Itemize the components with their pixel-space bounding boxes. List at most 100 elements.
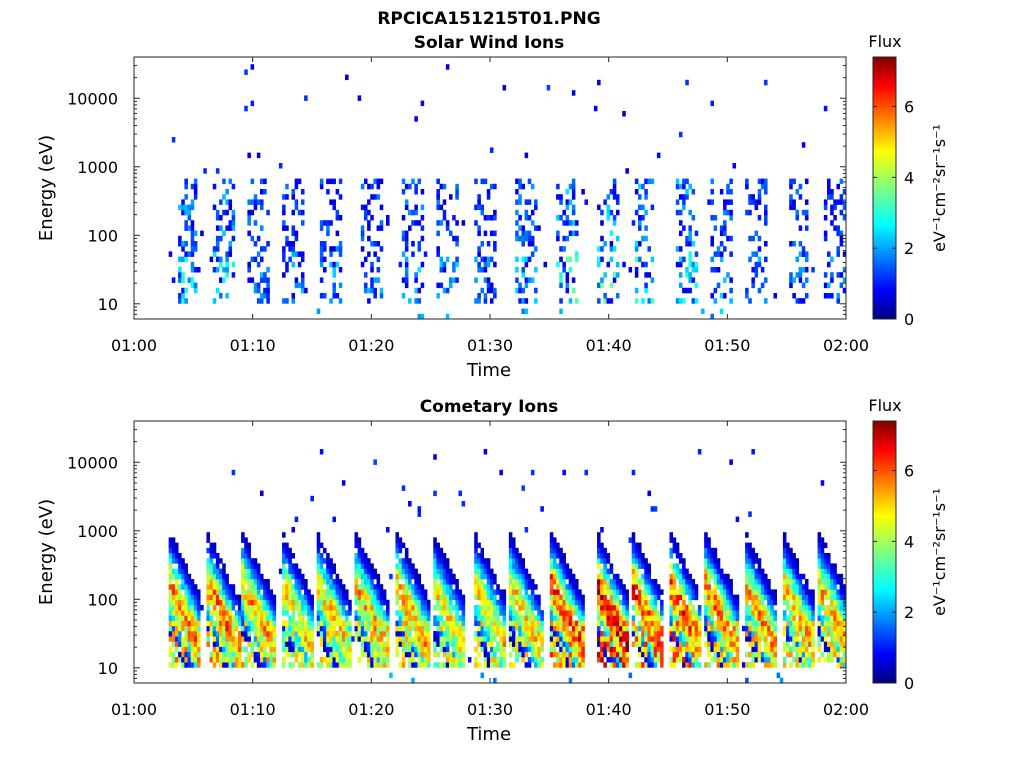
spectrogram-cell: [678, 657, 683, 663]
spectrogram-cell: [219, 657, 223, 663]
spectrogram-cell: [773, 625, 777, 632]
spectrogram-cell: [174, 615, 179, 621]
spectrogram-cell: [206, 568, 210, 575]
spectrogram-cell: [247, 651, 251, 658]
spectrogram-cell: [253, 610, 258, 616]
spectrogram-cell: [597, 246, 601, 252]
spectrogram-cell: [638, 625, 642, 632]
spectrogram-cell: [247, 267, 251, 273]
spectrogram-cell: [707, 636, 711, 642]
spectrogram-cell: [792, 599, 796, 606]
spectrogram-cell: [266, 287, 270, 294]
spectrogram-cell: [719, 610, 724, 616]
spectrogram-cell: [174, 599, 179, 606]
spectrogram-cell: [723, 220, 727, 226]
spectrogram-cell: [694, 615, 699, 621]
spectrogram-cell: [237, 636, 242, 642]
spectrogram-cell: [168, 584, 173, 590]
spectrogram-cell: [483, 605, 488, 611]
spectrogram-cell: [751, 605, 755, 611]
spectrogram-cell: [549, 620, 554, 627]
spectrogram-cell: [716, 615, 721, 621]
spectrogram-cell: [474, 547, 478, 554]
spectrogram-cell: [178, 605, 182, 611]
spectrogram-cell: [215, 568, 220, 575]
spectrogram-cell: [234, 641, 239, 647]
spectrogram-cell: [433, 558, 437, 564]
spectrogram-cell: [562, 651, 566, 658]
spectrogram-cell: [830, 293, 834, 299]
spectrogram-cell: [282, 646, 286, 653]
spectrogram-cell: [754, 594, 759, 601]
spectrogram-cell: [524, 152, 529, 159]
spectrogram-cell: [256, 568, 261, 575]
spectrogram-cell: [493, 183, 497, 190]
spectrogram-cell: [489, 636, 494, 642]
spectrogram-cell: [379, 625, 384, 632]
spectrogram-cell: [426, 651, 431, 658]
spectrogram-cell: [754, 631, 759, 637]
spectrogram-cell: [789, 610, 793, 616]
spectrogram-cell: [452, 579, 456, 585]
spectrogram-cell: [445, 313, 450, 320]
spectrogram-cell: [370, 277, 374, 283]
spectrogram-cell: [486, 620, 491, 627]
spectrogram-cell: [373, 178, 377, 185]
spectrogram-cell: [401, 178, 406, 185]
spectrogram-cell: [710, 631, 714, 637]
spectrogram-cell: [231, 589, 236, 595]
spectrogram-cell: [442, 636, 447, 642]
spectrogram-cell: [420, 620, 425, 627]
spectrogram-cell: [193, 241, 198, 247]
spectrogram-cell: [184, 256, 188, 263]
spectrogram-cell: [206, 605, 210, 611]
spectrogram-cell: [178, 657, 182, 663]
spectrogram-cell: [493, 620, 497, 627]
spectrogram-cell: [244, 620, 248, 627]
spectrogram-cell: [247, 589, 251, 595]
spectrogram-cell: [789, 662, 793, 668]
spectrogram-cell: [713, 599, 718, 606]
spectrogram-cell: [719, 615, 724, 621]
spectrogram-cell: [247, 542, 251, 549]
spectrogram-cell: [363, 589, 368, 595]
spectrogram-cell: [357, 631, 362, 637]
spectrogram-cell: [209, 256, 214, 263]
spectrogram-cell: [634, 636, 639, 642]
spectrogram-cell: [634, 547, 639, 554]
spectrogram-cell: [502, 620, 507, 627]
spectrogram-cell: [600, 579, 604, 585]
spectrogram-cell: [710, 199, 714, 205]
spectrogram-cell: [562, 220, 566, 226]
spectrogram-cell: [524, 215, 529, 221]
spectrogram-cell: [247, 215, 251, 221]
spectrogram-cell: [171, 573, 176, 580]
spectrogram-cell: [323, 256, 327, 263]
spectrogram-cell: [562, 469, 566, 476]
spectrogram-cell: [304, 287, 308, 294]
spectrogram-cell: [571, 620, 576, 627]
spectrogram-cell: [215, 558, 220, 564]
spectrogram-cell: [253, 573, 258, 580]
spectrogram-cell: [782, 594, 787, 601]
spectrogram-cell: [288, 256, 292, 263]
spectrogram-cell: [486, 189, 491, 195]
spectrogram-cell: [597, 584, 601, 590]
spectrogram-cell: [300, 256, 305, 263]
spectrogram-cell: [817, 532, 822, 538]
spectrogram-cell: [609, 646, 614, 653]
spectrogram-cell: [682, 225, 686, 231]
spectrogram-cell: [764, 625, 768, 632]
spectrogram-cell: [288, 547, 292, 554]
spectrogram-cell: [568, 579, 573, 585]
spectrogram-cell: [704, 620, 708, 627]
spectrogram-cell: [823, 553, 828, 559]
spectrogram-cell: [319, 599, 324, 606]
spectrogram-cell: [559, 584, 563, 590]
spectrogram-cell: [483, 261, 488, 268]
spectrogram-cell: [641, 235, 645, 242]
spectrogram-cell: [669, 589, 674, 595]
spectrogram-cell: [798, 594, 803, 601]
spectrogram-cell: [178, 298, 182, 304]
spectrogram-cell: [669, 594, 674, 601]
